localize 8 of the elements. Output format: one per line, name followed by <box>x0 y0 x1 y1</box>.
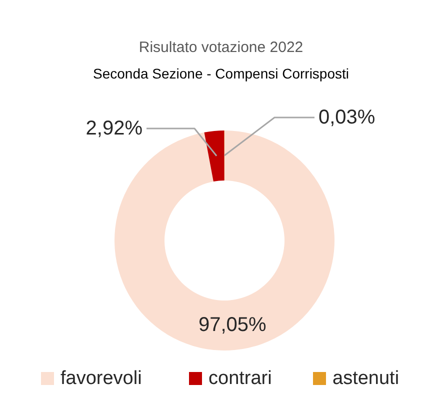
chart-subtitle: Seconda Sezione - Compensi Corrisposti <box>92 66 350 82</box>
legend-label: contrari <box>208 368 272 389</box>
legend-label: favorevoli <box>60 368 142 389</box>
legend-label: astenuti <box>332 368 400 389</box>
data-label: 97,05% <box>198 314 266 336</box>
chart-title: Risultato votazione 2022 <box>138 39 304 56</box>
data-label: 0,03% <box>318 106 376 128</box>
data-label: 2,92% <box>86 118 143 140</box>
